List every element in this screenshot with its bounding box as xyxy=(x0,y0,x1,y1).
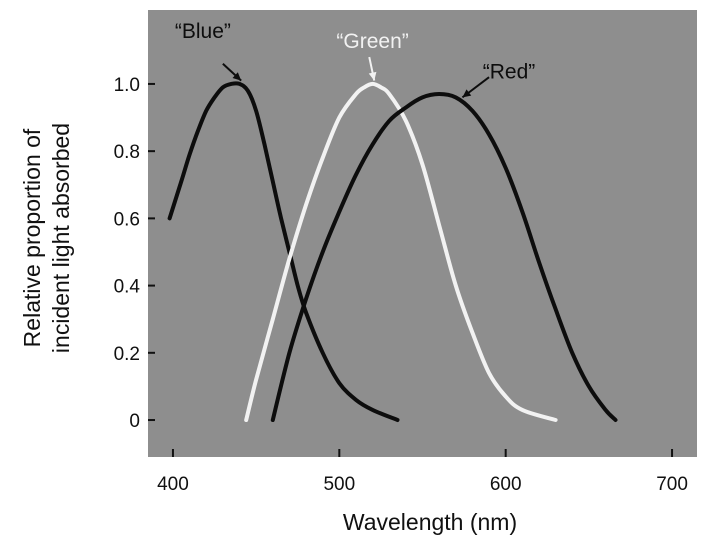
blue-arrowhead xyxy=(232,72,242,81)
red-arrowhead xyxy=(462,89,472,98)
green-cone-curve xyxy=(244,81,558,422)
axis-ticks xyxy=(148,82,674,457)
red-cone-curve xyxy=(270,92,618,422)
x-axis-title: Wavelength (nm) xyxy=(343,509,517,535)
series-annotations: “Blue” “Green” “Red” xyxy=(175,20,536,99)
plot-area xyxy=(148,10,697,457)
blue-cone-curve xyxy=(167,81,400,422)
y-tick-label: 0.4 xyxy=(114,277,141,298)
y-tick-label: 0.8 xyxy=(114,142,140,163)
y-tick-label: 0 xyxy=(129,411,140,432)
series-group xyxy=(167,81,618,422)
x-tick-label: 600 xyxy=(490,474,522,495)
red-series-label: “Red” xyxy=(483,60,536,83)
y-axis-title-line-2: incident light absorbed xyxy=(48,123,74,353)
y-tick-label: 0.6 xyxy=(114,209,140,230)
green-arrowhead xyxy=(368,71,377,81)
x-tick-label: 500 xyxy=(323,474,355,495)
green-series-label: “Green” xyxy=(336,30,408,53)
blue-series-label: “Blue” xyxy=(175,20,231,43)
tick-labels: 0 0.2 0.4 0.6 0.8 1.0 400 500 600 700 xyxy=(114,75,688,495)
y-tick-label: 0.2 xyxy=(114,344,140,365)
x-tick-label: 700 xyxy=(656,474,688,495)
y-tick-label: 1.0 xyxy=(114,75,140,96)
y-axis-title-line-1: Relative proportion of xyxy=(19,128,45,347)
x-tick-label: 400 xyxy=(157,474,189,495)
